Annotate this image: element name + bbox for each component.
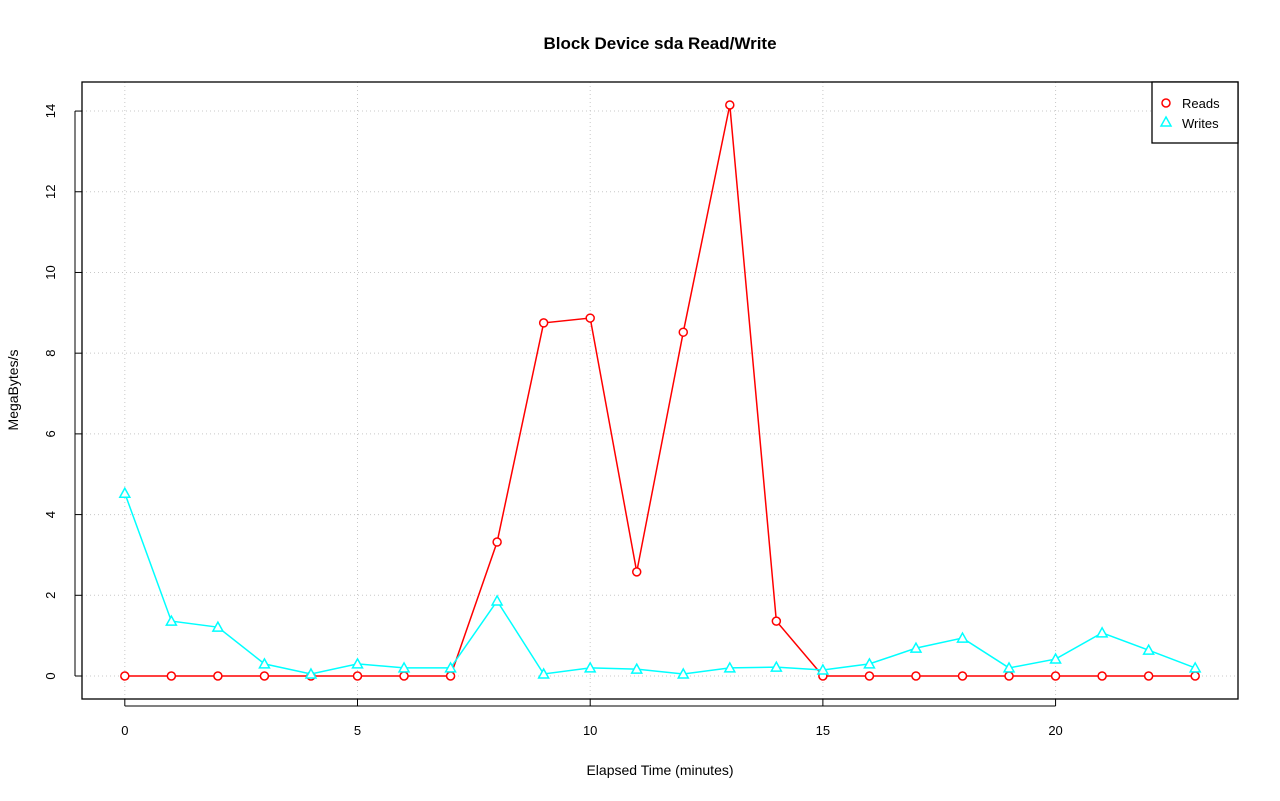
reads-point — [771, 616, 782, 626]
legend-reads-marker — [1161, 98, 1171, 108]
reads-point — [864, 671, 875, 681]
reads-point — [585, 313, 595, 323]
writes-point — [630, 662, 644, 674]
writes-point — [909, 641, 923, 653]
x-tick-label: 20 — [1048, 723, 1062, 738]
writes-point — [1049, 652, 1062, 664]
writes-point — [1002, 661, 1016, 673]
writes-point — [537, 667, 550, 679]
writes-point — [723, 661, 737, 673]
reads-point — [445, 671, 456, 681]
writes-point — [258, 657, 271, 669]
reads-point — [631, 567, 642, 577]
series-group — [118, 100, 1202, 681]
reads-point — [1143, 671, 1154, 681]
reads-point — [725, 100, 735, 110]
y-tick-label: 12 — [43, 185, 58, 199]
reads-point — [399, 671, 409, 681]
writes-point — [444, 661, 457, 673]
legend-writes-marker — [1159, 115, 1173, 127]
reads-point — [352, 671, 363, 681]
y-tick-label: 2 — [43, 592, 58, 599]
y-tick-label: 0 — [43, 672, 58, 679]
x-tick-label: 5 — [354, 723, 361, 738]
y-tick-label: 8 — [43, 350, 58, 357]
writes-point — [1188, 661, 1202, 673]
plot-frame — [81, 81, 1239, 700]
reads-point — [120, 671, 130, 681]
writes-point — [956, 631, 969, 643]
legend-writes-label: Writes — [1182, 116, 1219, 131]
grid — [82, 82, 1238, 699]
legend-reads-label: Reads — [1182, 96, 1220, 111]
chart-title: Block Device sda Read/Write — [543, 34, 776, 53]
reads-line — [124, 104, 1196, 677]
reads-point — [1050, 671, 1061, 681]
writes-point — [770, 660, 783, 672]
x-axis-label: Elapsed Time (minutes) — [586, 762, 733, 778]
writes-point — [165, 614, 178, 626]
writes-point — [351, 657, 364, 669]
reads-point — [259, 671, 270, 681]
writes-point — [304, 667, 318, 679]
writes-point — [118, 486, 132, 498]
writes-point — [397, 661, 411, 673]
reads-point — [957, 671, 968, 681]
axes: 0 5 10 15 20 0 2 4 6 8 10 12 14 — [43, 104, 1063, 738]
reads-point — [1097, 671, 1107, 681]
writes-line — [124, 492, 1196, 675]
writes-point — [816, 663, 830, 675]
writes-point — [1095, 626, 1109, 638]
x-tick-label: 15 — [816, 723, 830, 738]
writes-point — [583, 661, 597, 673]
reads-point — [1004, 671, 1014, 681]
writes-point — [863, 657, 876, 669]
x-tick-label: 10 — [583, 723, 597, 738]
x-tick-label: 0 — [121, 723, 128, 738]
reads-point — [492, 537, 502, 547]
legend-box — [1151, 81, 1239, 144]
writes-point — [490, 594, 504, 606]
reads-point — [213, 671, 223, 681]
reads-point — [166, 671, 177, 681]
reads-point — [1190, 671, 1200, 681]
reads-point — [678, 327, 689, 337]
writes-point — [211, 620, 225, 632]
y-axis-label: MegaBytes/s — [5, 350, 21, 431]
legend: Reads Writes — [1151, 81, 1239, 144]
reads-point — [538, 318, 549, 328]
reads-point — [911, 671, 921, 681]
writes-point — [676, 667, 690, 679]
y-tick-label: 4 — [43, 511, 58, 518]
y-tick-label: 6 — [43, 430, 58, 437]
y-tick-label: 10 — [43, 265, 58, 279]
writes-point — [1142, 643, 1155, 655]
y-tick-label: 14 — [43, 104, 58, 118]
